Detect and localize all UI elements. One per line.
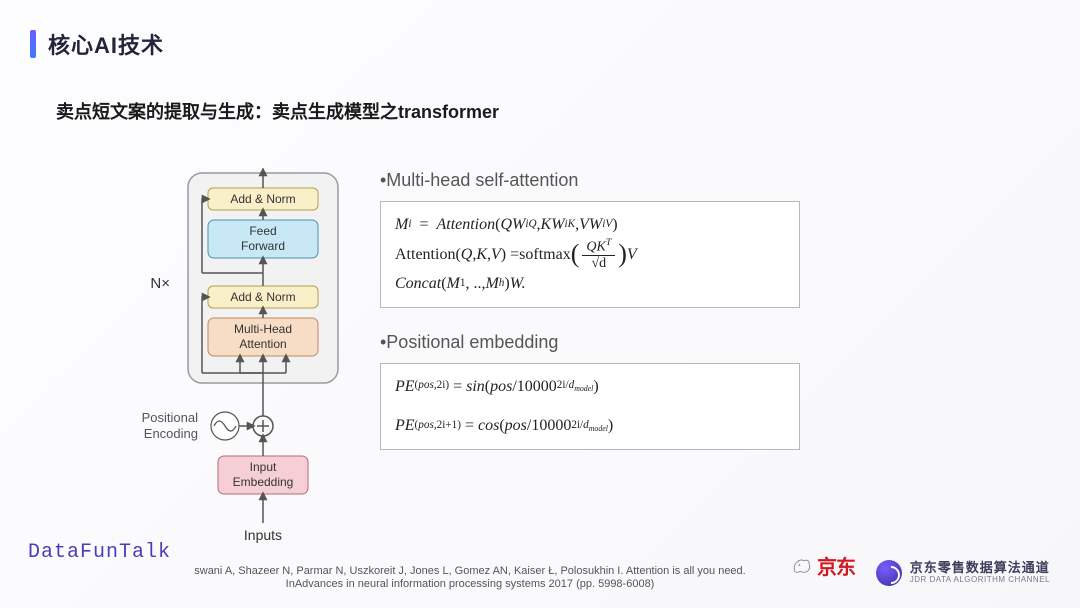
section1-title: •Multi-head self-attention: [380, 170, 800, 191]
jdr-icon: [876, 560, 902, 586]
jd-text: 京东: [817, 551, 855, 580]
inputs-label: Inputs: [244, 527, 282, 543]
eq-attention: Attention(Q, K, V) = softmax ( QKT√d ) V: [395, 238, 785, 271]
pe-label1: Positional: [142, 410, 198, 425]
subtitle: 卖点短文案的提取与生成：卖点生成模型之transformer: [56, 98, 499, 124]
addnorm1-label: Add & Norm: [230, 192, 295, 206]
jd-logo: 京东: [791, 551, 855, 580]
equation-box-pe: PE(pos,2i) = sin(pos/100002i/dmodel) PE(…: [380, 363, 800, 450]
citation: swani A, Shazeer N, Parmar N, Uszkoreit …: [190, 565, 750, 593]
embedding-label1: Input: [250, 460, 277, 474]
jd-dog-icon: [791, 557, 813, 575]
equation-box-attention: Mi = Attention(QWiQ, KWiK, VWiV) Attenti…: [380, 201, 800, 308]
transformer-diagram: N× Add & Norm Feed Forward Add & Norm Mu…: [90, 168, 350, 553]
multihead-label2: Attention: [239, 337, 286, 351]
addnorm2-label: Add & Norm: [230, 290, 295, 304]
eq-pe-cos: PE(pos,2i+1) = cos(pos/100002i/dmodel): [395, 413, 785, 439]
diagram-svg: N× Add & Norm Feed Forward Add & Norm Mu…: [90, 168, 350, 548]
embedding-label2: Embedding: [233, 475, 294, 489]
eq-concat: Concat(M1, .., Mh)W.: [395, 271, 785, 297]
title-row: 核心AI技术: [30, 28, 164, 60]
jdr-cn: 京东零售数据算法通道: [910, 561, 1050, 575]
jdr-logo: 京东零售数据算法通道 JDR DATA ALGORITHM CHANNEL: [876, 560, 1050, 586]
multihead-label1: Multi-Head: [234, 322, 292, 336]
jdr-text: 京东零售数据算法通道 JDR DATA ALGORITHM CHANNEL: [910, 561, 1050, 584]
nx-label: N×: [150, 275, 170, 292]
eq-pe-sin: PE(pos,2i) = sin(pos/100002i/dmodel): [395, 374, 785, 400]
eq-mi: Mi = Attention(QWiQ, KWiK, VWiV): [395, 212, 785, 238]
jdr-en: JDR DATA ALGORITHM CHANNEL: [910, 576, 1050, 585]
page-title: 核心AI技术: [48, 28, 164, 60]
feedforward-label1: Feed: [249, 224, 276, 238]
slide: 核心AI技术 卖点短文案的提取与生成：卖点生成模型之transformer N×…: [0, 0, 1080, 608]
right-column: •Multi-head self-attention Mi = Attentio…: [380, 170, 800, 474]
datafun-logo: DataFunTalk: [28, 541, 171, 564]
title-accent-bar: [30, 30, 36, 58]
pe-label2: Encoding: [144, 426, 198, 441]
feedforward-label2: Forward: [241, 239, 285, 253]
section2-title: •Positional embedding: [380, 332, 800, 353]
